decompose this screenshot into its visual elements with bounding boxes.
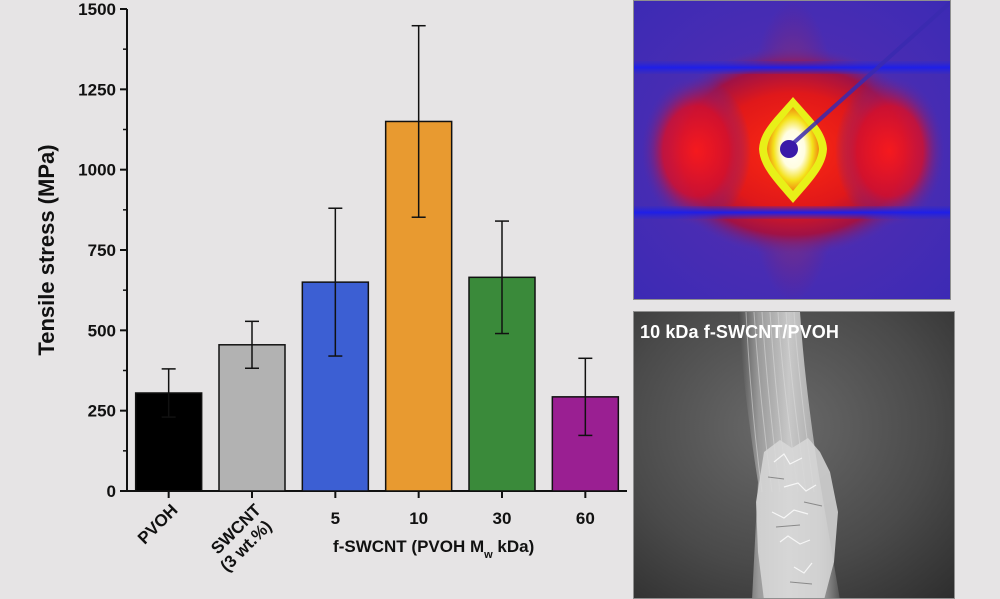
sem-caption: 10 kDa f-SWCNT/PVOH	[640, 322, 839, 342]
y-tick-label: 1500	[78, 0, 116, 19]
x-tick-label: PVOH	[134, 500, 182, 548]
bar	[218, 344, 286, 492]
x-tick-label: 60	[576, 509, 595, 528]
y-tick-label: 0	[107, 482, 116, 501]
x-tick-label-group: PVOH	[134, 500, 182, 548]
y-tick-label: 1000	[78, 161, 116, 180]
plot-area: 0 250 500 750 1000 1250 1500 Tensile stress (MP…	[34, 0, 627, 576]
x-tick-label: 10	[409, 509, 428, 528]
x-axis-title: f-SWCNT (PVOH Mw kDa)	[333, 537, 534, 561]
x-tick-label-group: SWCNT(3 wt.%)	[207, 500, 275, 576]
y-axis-title: Tensile stress (MPa)	[34, 144, 59, 355]
y-tick-label: 250	[88, 402, 116, 421]
x-tick-label: 5	[331, 509, 340, 528]
bar-chart: 0 250 500 750 1000 1250 1500 Tensile stress (MP…	[34, 0, 627, 576]
sem-micrograph: 10 kDa f-SWCNT/PVOH	[633, 311, 955, 599]
x-tick-label: 30	[493, 509, 512, 528]
y-tick-label: 1250	[78, 80, 116, 99]
xray-diffraction-image	[633, 0, 951, 300]
y-tick-label: 500	[88, 321, 116, 340]
y-tick-label: 750	[88, 241, 116, 260]
